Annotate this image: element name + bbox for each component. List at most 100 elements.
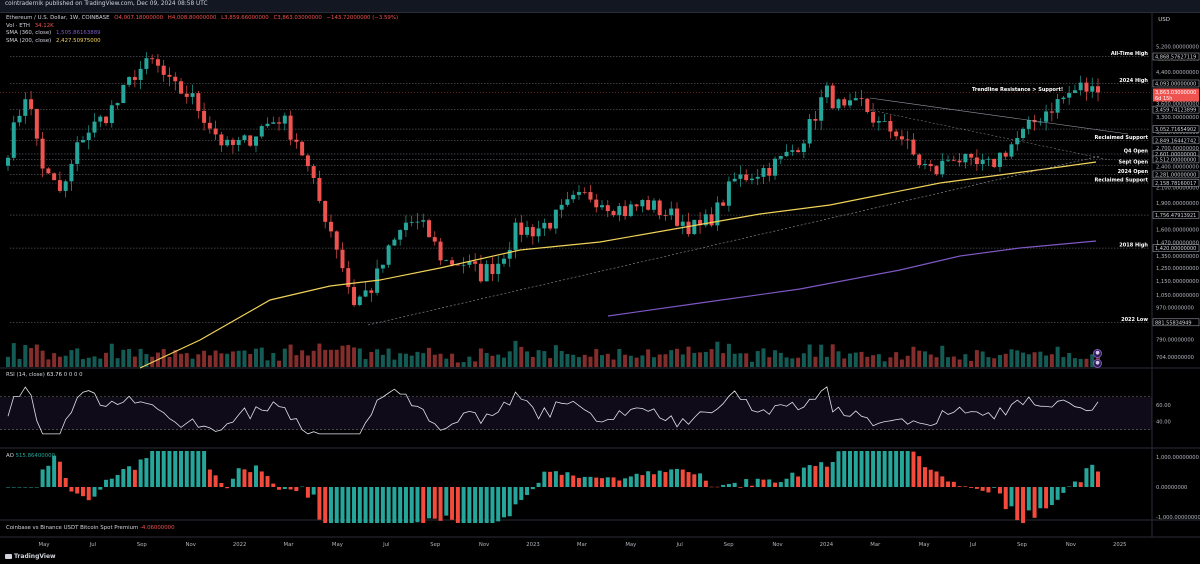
level-tag: 4,093.00000000	[1155, 81, 1196, 87]
candle-body	[427, 220, 432, 238]
ao-bar	[726, 483, 731, 487]
candle-body	[121, 84, 126, 104]
time-tick-label: 2025	[1113, 542, 1126, 548]
candle-body	[40, 138, 45, 169]
ao-bar	[375, 487, 380, 523]
candle-body	[1084, 82, 1089, 92]
ao-bar	[767, 479, 772, 487]
volume-label[interactable]: Vol · ETH	[6, 22, 30, 29]
symbol-title[interactable]: Ethereum / U.S. Dollar, 1W, COINBASE	[6, 15, 110, 21]
volume-bar	[680, 354, 685, 367]
ao-bar	[305, 487, 310, 498]
rsi-label[interactable]: RSI (14, close)	[6, 372, 45, 378]
candle-body	[184, 93, 189, 97]
price-tick-label: 5,200.00000000	[1156, 44, 1199, 50]
sma360-label[interactable]: SMA (360, close)	[6, 30, 52, 37]
ao-bar	[744, 479, 749, 487]
volume-bar	[819, 344, 824, 367]
volume-bar	[282, 348, 287, 367]
candle-body	[1067, 93, 1072, 98]
ao-bar	[732, 482, 737, 487]
ao-bar	[478, 487, 483, 523]
level-tag-box	[1152, 79, 1200, 88]
ao-bar	[824, 466, 829, 487]
tradingview-logo[interactable]: TradingView	[5, 553, 56, 560]
candle-body	[1003, 152, 1008, 157]
sma200-label[interactable]: SMA (200, close)	[6, 37, 52, 44]
volume-bar	[963, 354, 968, 367]
ao-bar	[259, 471, 264, 487]
volume-bar	[992, 358, 997, 367]
rsi-line	[7, 386, 1099, 435]
level-tag-box	[1152, 136, 1200, 145]
ao-bar	[444, 487, 449, 516]
volume-bar	[1026, 354, 1031, 367]
sma360-line	[607, 240, 1097, 317]
volume-bar	[300, 350, 305, 367]
candle-body	[963, 153, 968, 163]
volume-bar	[173, 349, 178, 367]
rsi-value: 63.76	[46, 372, 63, 378]
ao-bar	[230, 478, 235, 487]
ao-bar	[830, 462, 835, 487]
volume-bar	[634, 357, 639, 367]
ao-bar	[859, 451, 864, 487]
trendline-support	[367, 155, 1101, 326]
candle-body	[69, 163, 74, 182]
ao-bar	[917, 456, 922, 487]
volume-bar	[853, 352, 858, 367]
ao-bar	[582, 476, 587, 487]
candle-body	[911, 139, 916, 155]
ao-bar	[403, 487, 408, 523]
volume-bar	[46, 359, 51, 367]
ao-bar	[29, 487, 34, 488]
volume-bar	[513, 340, 518, 367]
volume-bar	[565, 353, 570, 367]
ao-bar	[1084, 468, 1089, 487]
volume-bar	[1015, 350, 1020, 367]
level-label: Q4 Open	[1124, 148, 1149, 154]
candle-body	[813, 118, 818, 121]
volume-bar	[380, 354, 385, 367]
volume-bar	[236, 350, 241, 367]
price-tick-label: 1,600.00000000	[1156, 228, 1199, 234]
time-tick-label: 2022	[233, 542, 246, 548]
price-tick-label: 1,470.00000000	[1156, 241, 1199, 247]
candle-body	[398, 230, 403, 240]
time-tick-label: Sep	[137, 542, 148, 548]
ao-bar	[69, 487, 74, 492]
volume-bar	[144, 354, 149, 367]
volume-bar	[294, 355, 299, 367]
ao-value: 515.86400000	[15, 453, 56, 459]
indicator-marker-2[interactable]: ●	[1093, 359, 1102, 368]
candle-body	[986, 158, 991, 160]
time-tick-label: Mar	[577, 542, 588, 548]
ao-bar	[1072, 481, 1077, 487]
volume-bar	[311, 350, 316, 367]
price-tick-label: 970.00000000	[1156, 305, 1194, 311]
ao-bar	[519, 487, 524, 500]
candle-body	[507, 249, 512, 259]
volume-bar	[184, 353, 189, 367]
volume-bar	[427, 347, 432, 367]
indicator-marker-1[interactable]: ●	[1093, 349, 1102, 358]
ao-bar	[525, 487, 530, 496]
premium-label[interactable]: Coinbase vs Binance USDT Bitcoin Spot Pr…	[6, 525, 139, 531]
ao-bar	[657, 470, 662, 487]
candle-body	[86, 132, 91, 141]
ao-bar	[940, 476, 945, 487]
candle-body	[380, 264, 385, 269]
volume-bar	[778, 352, 783, 367]
ao-bar	[755, 478, 760, 487]
ao-bar	[144, 458, 149, 487]
volume-bar	[219, 353, 224, 367]
price-tick-label: 2,700.00000000	[1156, 146, 1199, 152]
volume-bar	[1049, 354, 1054, 367]
volume-bar	[594, 349, 599, 367]
ao-label[interactable]: AO	[6, 453, 14, 459]
ao-bar	[899, 451, 904, 487]
volume-bar	[732, 353, 737, 367]
candle-body	[657, 200, 662, 216]
candle-body	[1078, 82, 1083, 91]
